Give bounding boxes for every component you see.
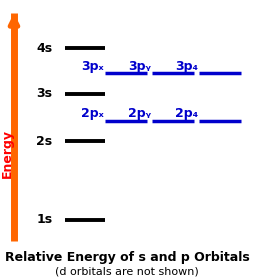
Text: 1s: 1s: [36, 214, 53, 226]
Text: 4s: 4s: [36, 42, 53, 55]
Text: 3p₄: 3p₄: [175, 60, 198, 73]
Text: 3pₓ: 3pₓ: [82, 60, 104, 73]
Text: 2pₓ: 2pₓ: [81, 107, 104, 120]
Text: Relative Energy of s and p Orbitals: Relative Energy of s and p Orbitals: [5, 251, 249, 264]
Text: 3pᵧ: 3pᵧ: [128, 60, 151, 73]
Text: 3s: 3s: [37, 87, 52, 100]
Text: 2s: 2s: [36, 135, 53, 148]
Text: Energy: Energy: [1, 129, 14, 178]
Text: (d orbitals are not shown): (d orbitals are not shown): [55, 266, 199, 276]
Text: 2p₄: 2p₄: [175, 107, 198, 120]
Text: 2pᵧ: 2pᵧ: [128, 107, 151, 120]
